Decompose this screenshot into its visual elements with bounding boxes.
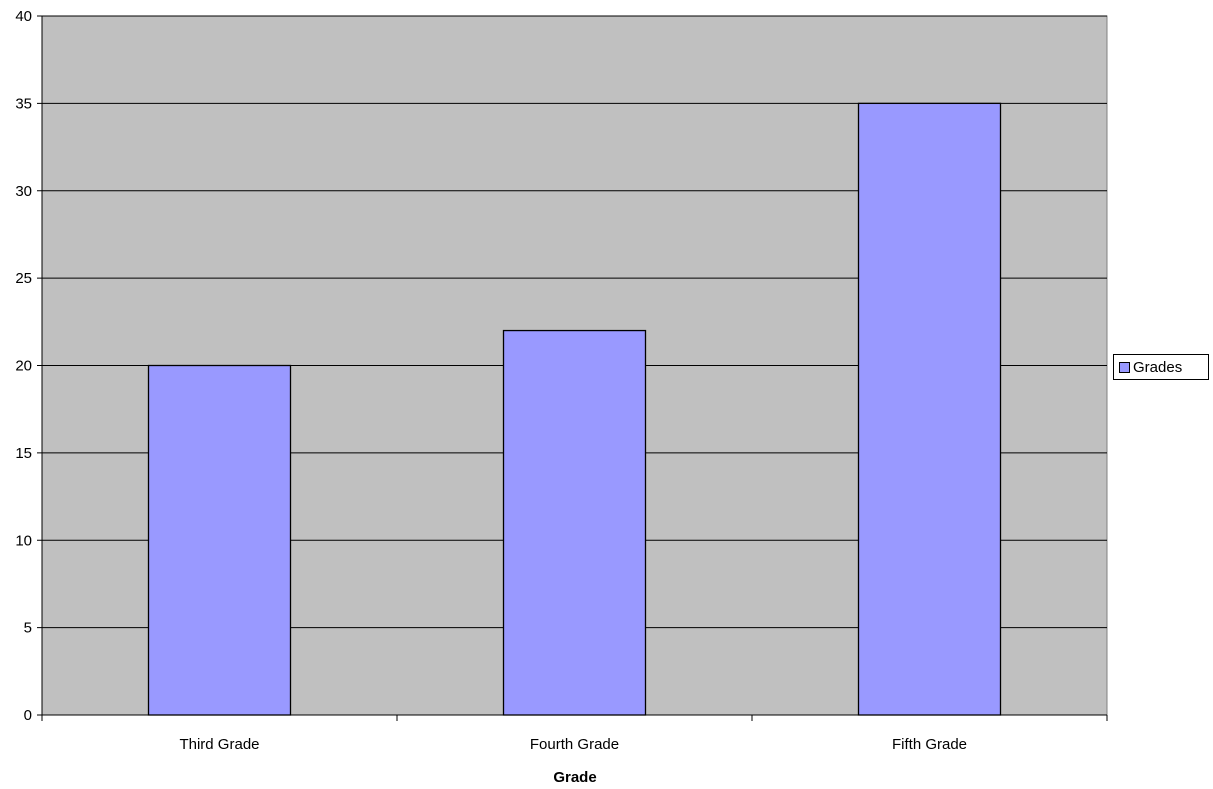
y-tick-label: 30 xyxy=(15,183,32,200)
y-tick-label: 35 xyxy=(15,95,32,112)
y-tick-label: 40 xyxy=(15,8,32,25)
bar-third-grade xyxy=(147,364,292,716)
axes: 0 5 10 15 20 25 30 35 40 Third Grade Fourth Grade F… xyxy=(15,8,1108,753)
x-axis-title: Grade xyxy=(553,769,596,786)
y-tick-label: 5 xyxy=(24,620,32,637)
y-tick-label: 20 xyxy=(15,358,32,375)
y-tick-label: 10 xyxy=(15,532,32,549)
bar-fourth-grade xyxy=(502,329,647,716)
y-tick-label: 25 xyxy=(15,270,32,287)
legend-swatch xyxy=(1119,361,1130,373)
x-tick-label: Fifth Grade xyxy=(892,736,967,753)
y-tick-label: 15 xyxy=(15,445,32,462)
legend-label-grades: Grades xyxy=(1133,358,1183,376)
x-tick-label: Fourth Grade xyxy=(530,736,619,753)
legend: Grades xyxy=(1113,354,1209,380)
x-tick-label: Third Grade xyxy=(179,736,259,753)
bar-fifth-grade xyxy=(857,102,1002,716)
y-tick-label: 0 xyxy=(24,707,32,724)
bars xyxy=(147,102,1002,716)
